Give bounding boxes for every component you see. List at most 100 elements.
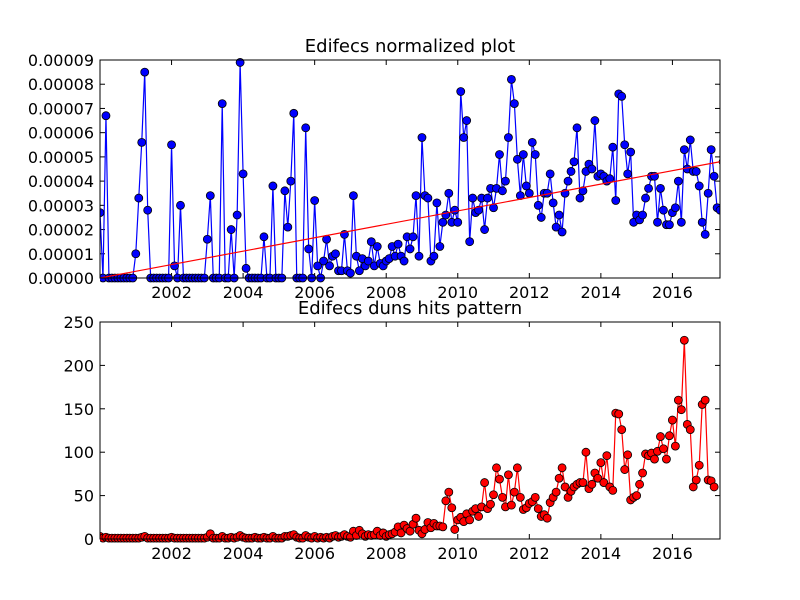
normalized-data-point (620, 140, 630, 150)
normalized-data-point (432, 198, 442, 208)
duns-hits-y-tick-label: 50 (74, 487, 94, 506)
normalized-data-point (673, 176, 683, 186)
normalized-y-tick-label: 0.00000 (28, 269, 94, 288)
normalized-data-point (608, 142, 618, 152)
normalized-x-tick-label: 2002 (151, 283, 192, 302)
duns-hits-data-point (709, 482, 719, 492)
duns-hits-x-tick-label: 2006 (294, 544, 335, 563)
normalized-x-tick-label: 2006 (294, 283, 335, 302)
normalized-data-point (518, 150, 528, 159)
duns-hits-x-tick-label: 2008 (366, 544, 407, 563)
normalized-data-point (623, 169, 633, 179)
duns-hits-data-point (620, 465, 630, 474)
normalized-y-tick-label: 0.00008 (28, 75, 94, 94)
normalized-data-point (665, 220, 674, 230)
normalized-data-point (465, 237, 475, 247)
duns-hits-data-point (515, 492, 525, 502)
normalized-data-point (101, 111, 111, 121)
normalized-data-point (423, 193, 433, 203)
normalized-data-point (575, 193, 585, 203)
normalized-data-point (509, 99, 519, 108)
normalized-x-tick-label: 2008 (366, 283, 407, 302)
normalized-data-point (495, 150, 504, 159)
duns-hits-x-tick-label: 2012 (509, 544, 550, 563)
normalized-data-point (366, 237, 376, 247)
normalized-x-tick-label: 2012 (509, 283, 550, 302)
duns-hits-data-point (665, 431, 674, 441)
normalized-data-point (703, 188, 713, 198)
duns-hits-data-point (638, 468, 647, 478)
normalized-x-tick-label: 2016 (652, 283, 693, 302)
duns-hits-data-point (581, 447, 591, 457)
normalized-data-point (202, 234, 212, 244)
normalized-y-tick-label: 0.00003 (28, 196, 94, 215)
duns-hits-data-point (498, 492, 507, 502)
normalized-data-point (533, 200, 543, 210)
duns-hits-data-point (444, 487, 454, 497)
duns-hits-series-line (100, 340, 715, 539)
normalized-data-point (659, 205, 668, 215)
duns-hits-data-point (676, 405, 686, 415)
duns-hits-data-point (599, 478, 609, 487)
normalized-data-point (453, 217, 463, 227)
duns-hits-y-tick-label: 100 (63, 443, 94, 462)
normalized-data-point (331, 249, 340, 259)
duns-hits-data-point (474, 512, 484, 521)
normalized-data-point (527, 137, 537, 147)
normalized-series-group (100, 58, 720, 283)
normalized-data-point (289, 108, 299, 118)
duns-hits-data-point (679, 335, 689, 345)
duns-hits-y-tick-label: 150 (63, 400, 94, 419)
duns-hits-data-point (673, 395, 683, 405)
normalized-data-point (354, 266, 364, 276)
duns-hits-y-tick-label: 250 (63, 313, 94, 332)
normalized-data-point (653, 217, 662, 227)
duns-hits-data-point (507, 500, 516, 510)
duns-hits-data-point (509, 487, 519, 497)
duns-hits-data-point (486, 499, 495, 509)
normalized-data-point (548, 198, 558, 208)
duns-hits-data-point (596, 458, 606, 468)
normalized-chart-title: Edifecs normalized plot (305, 36, 515, 57)
duns-hits-data-point (530, 492, 540, 502)
normalized-x-tick-label: 2004 (223, 283, 264, 302)
normalized-data-point (140, 67, 150, 77)
normalized-data-point (498, 186, 507, 196)
normalized-data-point (563, 176, 573, 186)
normalized-data-point (566, 167, 576, 176)
normalized-data-point (399, 256, 409, 266)
duns-hits-data-point (512, 463, 522, 473)
normalized-data-point (626, 147, 636, 157)
normalized-data-point (572, 123, 582, 133)
normalized-data-point (524, 188, 534, 198)
duns-hits-data-point (480, 478, 489, 487)
duns-hits-data-point (587, 479, 597, 489)
normalized-data-point (694, 181, 704, 191)
normalized-data-point (325, 261, 334, 271)
normalized-data-point (521, 181, 531, 191)
normalized-data-point (545, 169, 555, 179)
normalized-plot-frame (99, 59, 721, 279)
normalized-data-point (301, 123, 311, 133)
normalized-data-point (444, 188, 454, 198)
duns-hits-data-point (560, 482, 570, 492)
normalized-data-point (429, 251, 439, 261)
normalized-data-point (557, 227, 567, 237)
duns-hits-series-group (100, 335, 719, 543)
normalized-x-tick-label: 2014 (581, 283, 622, 302)
normalized-data-point (346, 268, 355, 278)
duns-hits-data-point (542, 513, 552, 523)
normalized-data-point (372, 242, 382, 251)
normalized-data-point (507, 74, 516, 84)
normalized-data-point (590, 116, 600, 125)
normalized-data-point (313, 261, 323, 271)
normalized-data-point (393, 239, 403, 249)
duns-hits-data-point (614, 409, 624, 419)
normalized-data-point (483, 193, 492, 203)
duns-hits-data-point (492, 463, 501, 473)
normalized-data-point (456, 87, 466, 96)
normalized-data-point (205, 191, 215, 201)
duns-hits-data-point (667, 415, 677, 425)
normalized-data-point (569, 157, 579, 167)
normalized-data-point (676, 217, 686, 227)
